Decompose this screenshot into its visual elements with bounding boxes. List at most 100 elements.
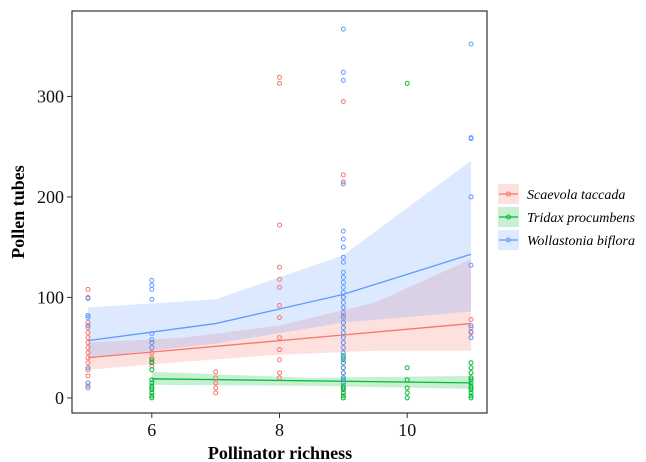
wollastonia-biflora-point	[340, 345, 346, 351]
scaevola-taccada-point	[85, 367, 91, 373]
wollastonia-biflora-point	[340, 269, 346, 275]
tridax-procumbens-point	[149, 387, 155, 393]
tridax-procumbens-point	[404, 80, 410, 86]
data-points	[85, 26, 474, 401]
wollastonia-biflora-point	[340, 181, 346, 187]
y-axis: 0 100 200 300	[37, 86, 72, 408]
wollastonia-biflora-point	[340, 69, 346, 75]
wollastonia-biflora-point	[149, 331, 155, 337]
wollastonia-biflora-point	[85, 323, 91, 329]
wollastonia-biflora-point	[340, 294, 346, 300]
tridax-procumbens-point	[149, 360, 155, 366]
wollastonia-biflora-point	[340, 330, 346, 336]
y-tick-label: 300	[37, 86, 64, 106]
wollastonia-biflora-point	[85, 385, 91, 391]
scaevola-taccada-point	[277, 80, 282, 86]
x-tick-label: 10	[398, 420, 416, 440]
scaevola-taccada-point	[213, 375, 219, 381]
scaevola-taccada-point	[85, 355, 91, 361]
scaevola-taccada-point	[85, 335, 91, 341]
wollastonia-biflora-point	[340, 380, 346, 386]
scaevola-taccada-point	[277, 315, 282, 321]
wollastonia-biflora-point	[340, 299, 346, 305]
wollastonia-biflora-point	[340, 370, 346, 376]
scaevola-taccada-point	[85, 325, 91, 331]
tridax-procumbens-point	[404, 385, 410, 391]
tridax-procumbens-fit-line	[151, 378, 472, 384]
legend-key-point	[506, 191, 511, 197]
tridax-procumbens-point	[404, 377, 410, 383]
wollastonia-biflora-point	[85, 380, 91, 386]
legend-item-tridax-procumbens[interactable]: Tridax procumbens	[498, 207, 636, 227]
scaevola-taccada-point	[468, 317, 474, 323]
scaevola-taccada-point	[85, 340, 91, 346]
tridax-procumbens-point	[404, 395, 410, 401]
wollastonia-biflora-point	[85, 365, 91, 371]
scaevola-taccada-point	[340, 179, 346, 185]
scaevola-taccada-point	[277, 74, 282, 80]
wollastonia-biflora-point	[149, 296, 155, 302]
tridax-procumbens-point	[340, 385, 346, 391]
wollastonia-biflora-point	[340, 375, 346, 381]
legend-label: Scaevola taccada	[527, 188, 625, 203]
scaevola-taccada-point	[277, 375, 282, 381]
legend-item-scaevola-taccada[interactable]: Scaevola taccada	[498, 184, 625, 204]
tridax-procumbens-point	[404, 365, 410, 371]
tridax-procumbens-point	[340, 377, 346, 383]
wollastonia-biflora-point	[468, 262, 474, 268]
tridax-procumbens-point	[468, 385, 474, 391]
scaevola-taccada-point	[340, 172, 346, 178]
scaevola-taccada-point	[85, 350, 91, 356]
scaevola-taccada-point	[340, 98, 346, 104]
legend[interactable]: Scaevola taccada Tridax procumbens Wollast…	[498, 184, 636, 250]
tridax-procumbens-point	[468, 360, 474, 366]
wollastonia-biflora-point	[340, 304, 346, 310]
wollastonia-biflora-point	[85, 295, 91, 301]
scaevola-taccada-point	[85, 286, 91, 292]
scaevola-taccada-point	[85, 360, 91, 366]
scaevola-taccada-point	[149, 350, 155, 356]
scaevola-taccada-point	[213, 369, 219, 375]
wollastonia-biflora-point	[340, 254, 346, 260]
legend-key-point	[506, 214, 511, 220]
wollastonia-biflora-point	[340, 350, 346, 356]
tridax-procumbens-point	[468, 377, 474, 383]
scaevola-taccada-point	[85, 373, 91, 379]
x-tick-label: 6	[147, 420, 156, 440]
wollastonia-biflora-point	[340, 325, 346, 331]
wollastonia-biflora-point	[149, 337, 155, 343]
wollastonia-biflora-point	[340, 274, 346, 280]
wollastonia-biflora-point	[340, 289, 346, 295]
tridax-procumbens-point	[468, 395, 474, 401]
wollastonia-biflora-point	[468, 323, 474, 329]
tridax-procumbens-point	[468, 375, 474, 381]
wollastonia-biflora-point	[340, 315, 346, 321]
scaevola-taccada-point	[277, 264, 282, 270]
wollastonia-biflora-point	[340, 360, 346, 366]
scaevola-taccada-confidence-band	[87, 259, 472, 370]
wollastonia-biflora-confidence-band	[87, 160, 472, 358]
scaevola-taccada-point	[85, 320, 91, 326]
wollastonia-biflora-point	[340, 259, 346, 265]
legend-item-wollastonia-biflora[interactable]: Wollastonia biflora	[498, 230, 635, 250]
wollastonia-biflora-point	[149, 277, 155, 283]
y-axis-title: Pollen tubes	[8, 165, 28, 259]
tridax-procumbens-point	[149, 393, 155, 399]
wollastonia-biflora-point	[468, 194, 474, 200]
scaevola-taccada-point	[277, 222, 282, 228]
x-tick-label: 8	[275, 420, 284, 440]
scaevola-taccada-point	[277, 370, 282, 376]
tridax-procumbens-point	[149, 390, 155, 396]
wollastonia-biflora-point	[468, 136, 474, 142]
scaevola-taccada-point	[85, 345, 91, 351]
confidence-bands	[87, 160, 472, 389]
scaevola-taccada-point	[85, 330, 91, 336]
legend-label: Wollastonia biflora	[527, 234, 635, 249]
tridax-procumbens-point	[149, 367, 155, 373]
tridax-procumbens-point	[340, 357, 346, 363]
y-tick-label: 0	[55, 388, 64, 408]
y-tick-label: 100	[37, 287, 64, 307]
wollastonia-biflora-point	[340, 26, 346, 32]
wollastonia-biflora-point	[468, 41, 474, 47]
